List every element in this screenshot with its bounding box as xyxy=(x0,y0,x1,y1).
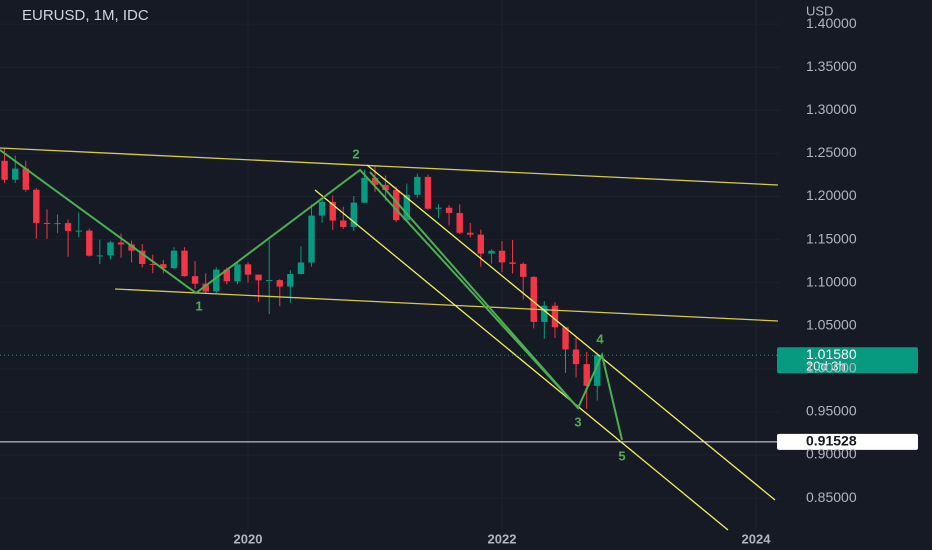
candle-body xyxy=(403,194,410,221)
x-tick-label: 2024 xyxy=(742,531,772,546)
chart-title: EURUSD, 1M, IDC xyxy=(22,7,149,24)
candle-body xyxy=(520,263,527,277)
wave-label: 4 xyxy=(596,331,604,346)
candle-body xyxy=(445,207,453,213)
wave-label: 2 xyxy=(352,146,359,161)
price-badge-label: 0.91528 xyxy=(806,433,857,449)
candle-body xyxy=(12,168,19,180)
trend-line xyxy=(114,288,779,322)
wave-label: 5 xyxy=(618,448,625,463)
candle-body xyxy=(54,223,61,225)
candle-body xyxy=(340,220,347,227)
candle-body xyxy=(149,263,156,265)
candle-body xyxy=(361,177,368,203)
wave-label: 3 xyxy=(574,414,581,429)
candle-body xyxy=(43,222,51,224)
candle-body xyxy=(255,274,262,281)
candle-body xyxy=(266,280,273,282)
y-tick-label: 1.10000 xyxy=(806,273,857,289)
candle-body xyxy=(276,280,283,287)
y-tick-label: 1.35000 xyxy=(806,58,857,74)
y-tick-label: 1.40000 xyxy=(806,15,857,31)
candle-body xyxy=(318,201,326,216)
price-badge xyxy=(777,433,918,450)
candle-body xyxy=(308,215,315,263)
candle-body xyxy=(128,244,135,251)
candle-body xyxy=(22,168,29,190)
y-tick-label: 1.05000 xyxy=(806,316,857,332)
y-tick-label: 1.30000 xyxy=(806,101,857,117)
candle-body xyxy=(297,262,305,275)
wave-label: 1 xyxy=(195,298,202,313)
y-tick-label: 1.15000 xyxy=(806,230,857,246)
candle-body xyxy=(509,262,516,264)
y-tick-label: 1.20000 xyxy=(806,187,857,203)
candle-body xyxy=(86,230,93,256)
channel-line xyxy=(314,189,729,531)
candle-body xyxy=(382,184,389,191)
candle-body xyxy=(551,305,559,328)
candle-body xyxy=(393,190,400,221)
wave-line xyxy=(0,149,623,441)
candle-body xyxy=(160,264,167,269)
wave-line xyxy=(369,171,579,409)
candle-body xyxy=(488,250,495,254)
y-tick-label: 0.95000 xyxy=(806,403,857,419)
x-tick-label: 2020 xyxy=(234,531,263,546)
candle-body xyxy=(202,283,209,292)
trend-line xyxy=(0,147,779,186)
candle-body xyxy=(107,242,114,256)
y-tick-label: 0.90000 xyxy=(806,446,857,462)
candle-body xyxy=(572,349,580,365)
candle-body xyxy=(191,276,199,284)
last-price-label: 1.01580 xyxy=(806,346,857,362)
channel-line xyxy=(366,164,776,501)
candle-body xyxy=(181,250,188,277)
candle-body xyxy=(530,276,537,322)
candle-body xyxy=(96,255,104,257)
candle-body xyxy=(117,242,125,245)
candle-body xyxy=(583,364,590,386)
candle-body xyxy=(467,232,474,235)
candle-body xyxy=(244,264,252,275)
candles xyxy=(1,148,601,409)
candle-body xyxy=(1,160,8,180)
candle-body xyxy=(541,305,548,322)
candle-body xyxy=(234,264,241,282)
candle-body xyxy=(371,177,379,185)
y-tick-label: 0.85000 xyxy=(806,489,857,505)
candle-body xyxy=(477,234,485,254)
candle-body xyxy=(213,269,220,292)
candle-body xyxy=(498,250,506,263)
candle-body xyxy=(435,207,442,209)
drawings xyxy=(0,147,779,531)
candle-body xyxy=(594,355,601,386)
candle-body xyxy=(456,212,463,233)
y-axis-label: USD xyxy=(806,3,833,18)
candle-body xyxy=(139,250,146,264)
candle-body xyxy=(414,176,421,195)
candle-body xyxy=(562,327,569,350)
candle-body xyxy=(223,269,231,282)
candle-body xyxy=(33,189,40,223)
candle-body xyxy=(350,202,358,227)
candle-body xyxy=(170,250,178,269)
candle-body xyxy=(329,201,336,221)
x-tick-label: 2022 xyxy=(488,531,517,546)
candle-body xyxy=(424,176,432,209)
candle-body xyxy=(75,230,82,232)
last-price-badge xyxy=(777,347,918,374)
candle-body xyxy=(64,223,72,231)
y-tick-label: 1.00000 xyxy=(806,360,857,376)
y-tick-label: 1.25000 xyxy=(806,144,857,160)
candle-body xyxy=(287,274,294,287)
countdown-label: 20d 3h xyxy=(806,359,846,374)
